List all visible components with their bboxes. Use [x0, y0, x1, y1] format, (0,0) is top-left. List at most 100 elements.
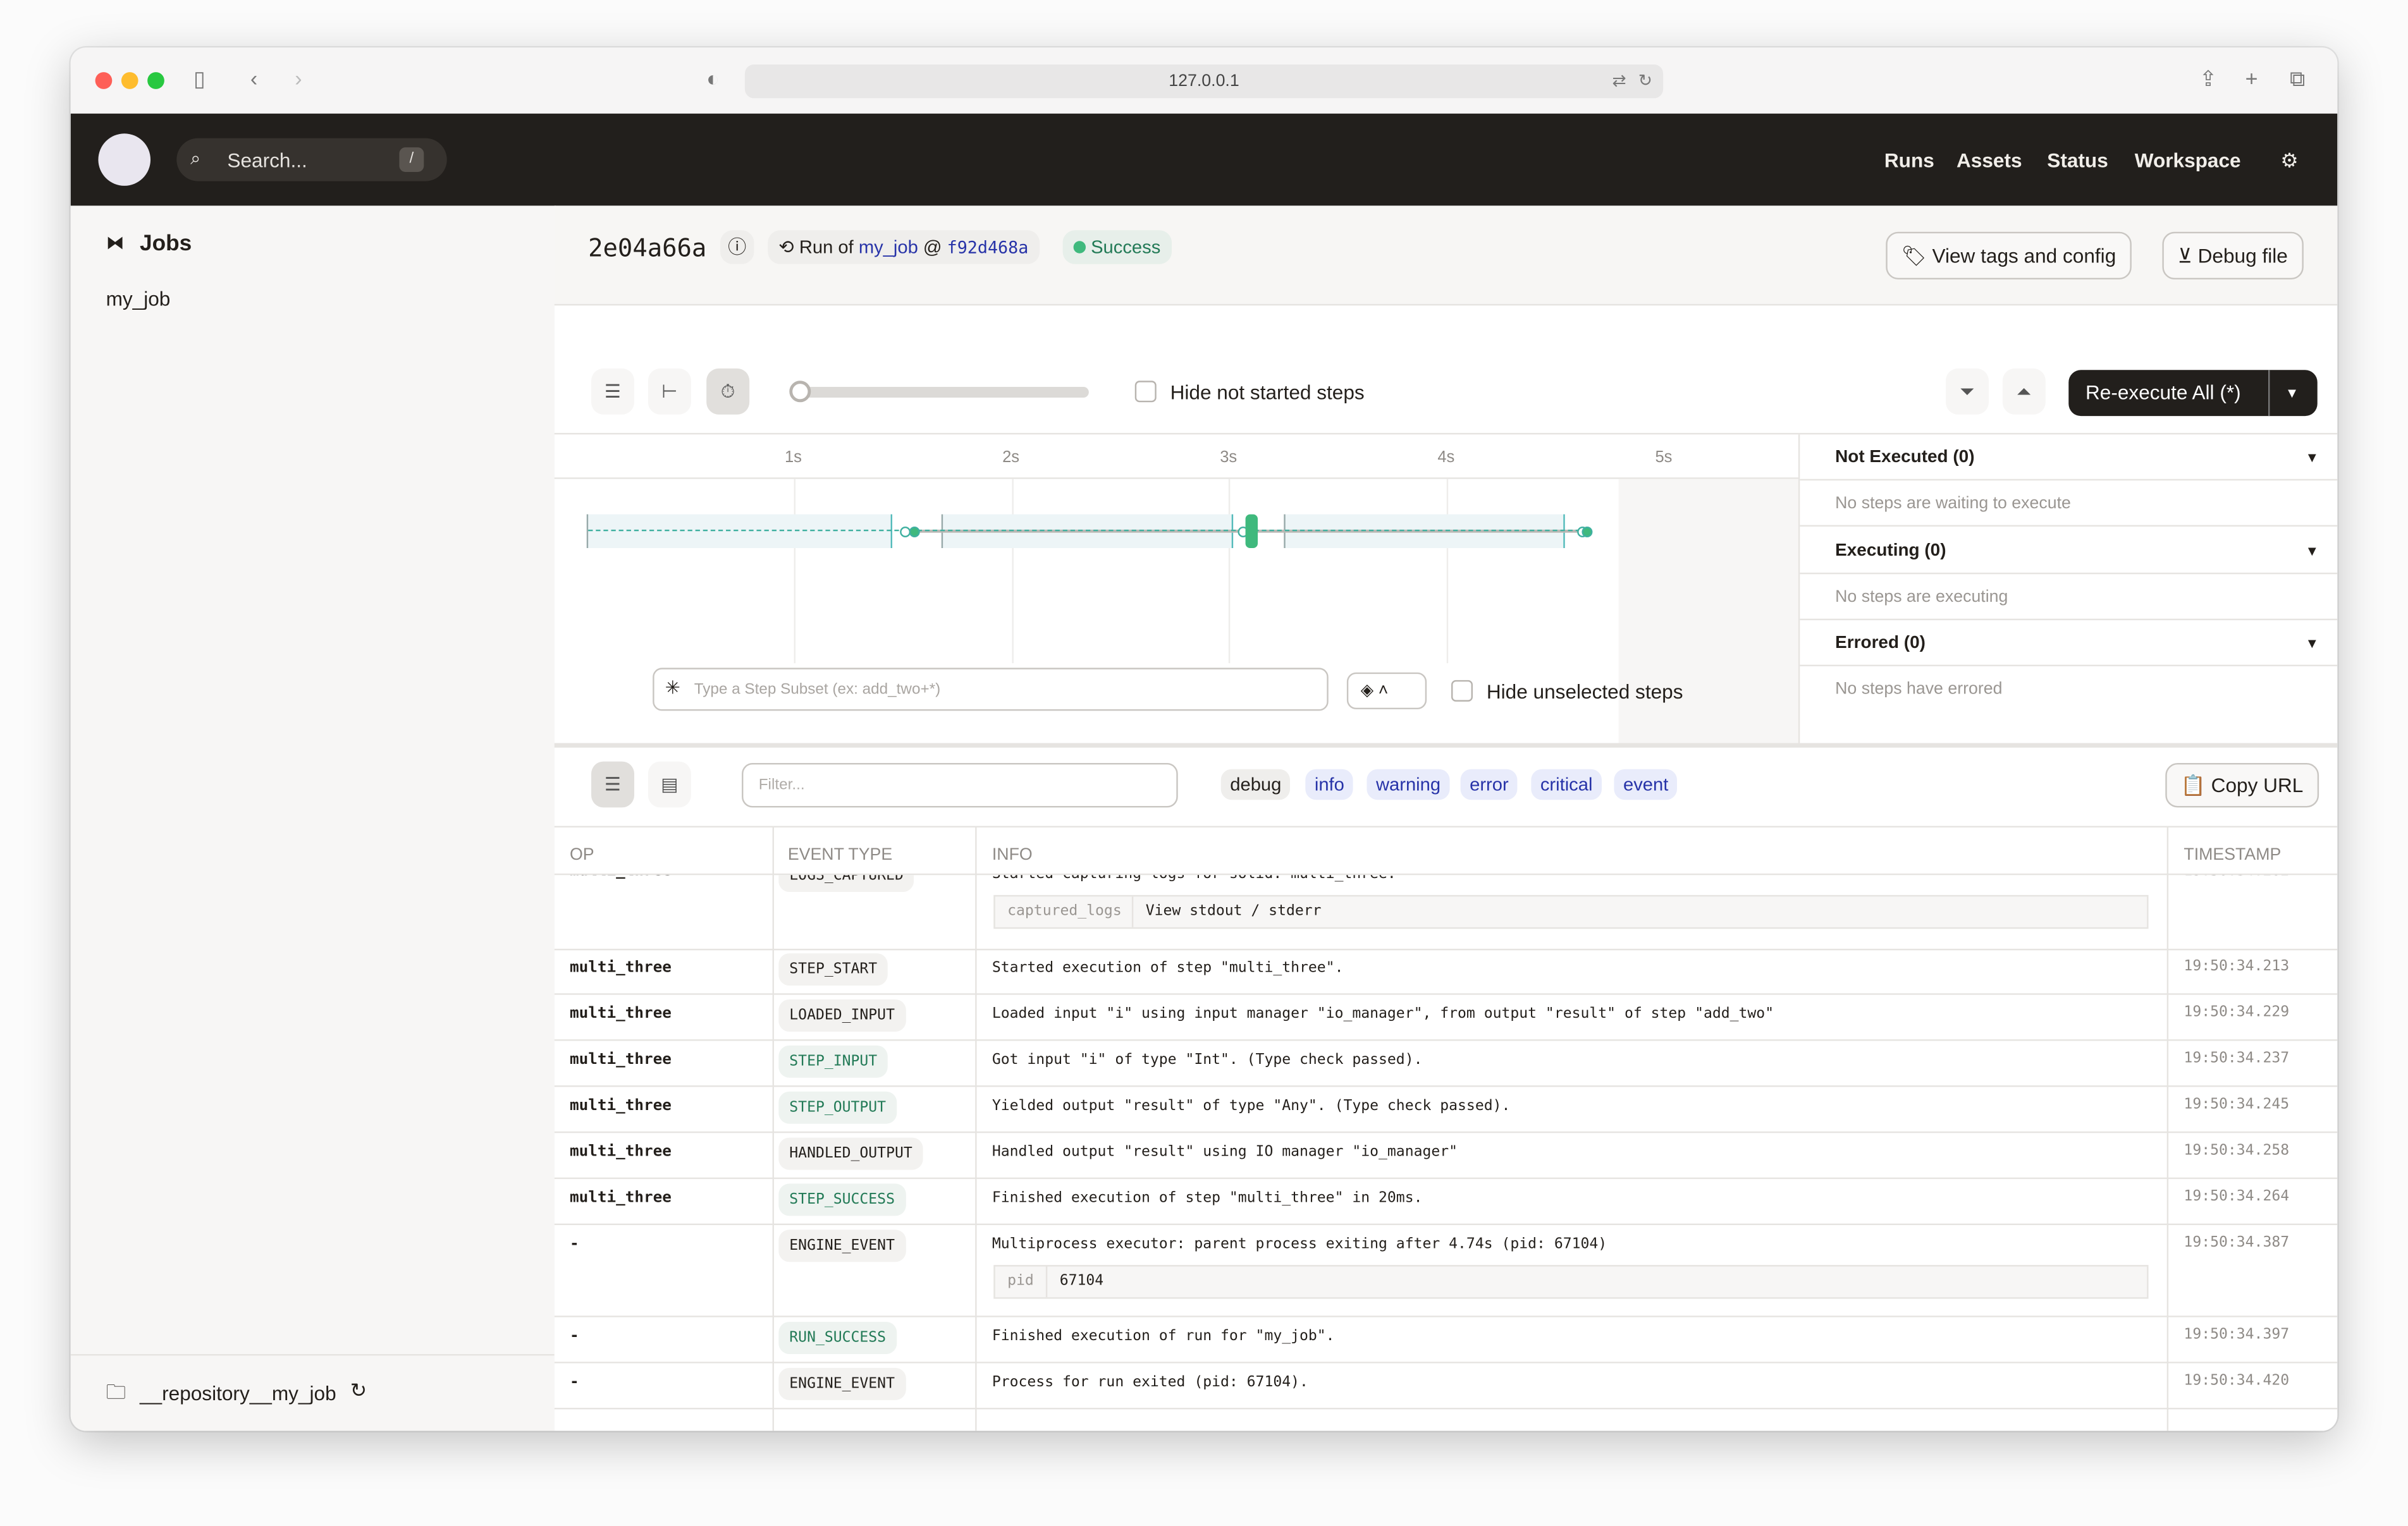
hide-not-started-checkbox[interactable] [1134, 381, 1157, 403]
run-of-label: Run of [799, 236, 854, 258]
nav-status[interactable]: Status [2047, 149, 2108, 172]
row-op: multi_three [569, 1190, 672, 1207]
chevron-down-icon: ▼ [2305, 449, 2319, 465]
tabs-overview-icon[interactable]: ⧉ [2289, 66, 2306, 91]
repository-link[interactable]: __repository__my_job [139, 1381, 336, 1405]
table-row: multi_three LOGS_CAPTURED Started captur… [554, 873, 2338, 951]
row-metadata: captured_logs View stdout / stderr [993, 894, 2149, 929]
dagster-logo[interactable] [98, 133, 150, 186]
nav-workspace[interactable]: Workspace [2134, 149, 2241, 172]
gantt-step-box[interactable] [586, 514, 892, 548]
divider [2268, 370, 2270, 417]
history-icon: ⟲ [778, 236, 794, 258]
row-event-type: HANDLED_OUTPUT [778, 1137, 923, 1170]
step-subset-placeholder: Type a Step Subset (ex: add_two+*) [694, 681, 941, 699]
new-tab-icon[interactable]: + [2245, 66, 2258, 91]
errored-header[interactable]: Errored (0) ▼ [1800, 620, 2338, 666]
reexecute-all-button[interactable]: Re-execute All (*) ▼ [2068, 370, 2318, 417]
reload-icon[interactable]: ↻ [1638, 72, 1653, 91]
nav-assets[interactable]: Assets [1956, 149, 2022, 172]
executing-message: No steps are executing [1800, 574, 2338, 621]
divider [70, 1353, 555, 1356]
not-executed-header[interactable]: Not Executed (0) ▼ [1800, 434, 2338, 481]
debug-file-button[interactable]: ⊻ Debug file [2162, 231, 2304, 279]
executing-header[interactable]: Executing (0) ▼ [1800, 528, 2338, 575]
gantt-future-region [1618, 479, 1798, 743]
flat-view-icon[interactable]: ☰ [591, 368, 634, 415]
logs-table: OP EVENT TYPE INFO TIMESTAMP multi_three… [554, 827, 2338, 1431]
minimize-window-button[interactable] [121, 72, 138, 89]
row-op: - [569, 1328, 579, 1345]
jobs-icon: ⧓ [106, 231, 125, 253]
chevron-down-icon: ▼ [2305, 543, 2319, 559]
level-filter-info[interactable]: info [1305, 769, 1354, 800]
level-filter-critical[interactable]: critical [1531, 769, 1602, 800]
snapshot-link[interactable]: f92d468a [947, 238, 1029, 258]
reexecute-dropdown-icon[interactable]: ▼ [2285, 385, 2299, 401]
row-timestamp: 19:50:34.245 [2184, 1096, 2290, 1113]
level-filter-warning[interactable]: warning [1367, 769, 1450, 800]
settings-gear-icon[interactable]: ⚙ [2280, 149, 2299, 172]
timer-view-icon[interactable]: ⏱ [706, 368, 750, 415]
maximize-window-button[interactable] [147, 72, 164, 89]
gantt-step-marker[interactable] [1582, 526, 1593, 537]
browser-titlebar: ▯ ‹ › ◐ 127.0.0.1 ⇄ ↻ ⇪ + ⧉ [70, 47, 2338, 116]
row-metadata: pid 67104 [993, 1265, 2149, 1299]
row-info: Started execution of step "multi_three". [992, 959, 1344, 977]
layers-icon: ◈ [1360, 681, 1374, 700]
level-filter-debug[interactable]: debug [1220, 769, 1291, 800]
share-icon[interactable]: ⇪ [2199, 66, 2218, 91]
gantt-step-marker[interactable] [909, 526, 920, 537]
level-filter-event[interactable]: event [1614, 769, 1678, 800]
collapse-all-icon[interactable]: ⏷ [1945, 368, 1989, 415]
translate-icon[interactable]: ⇄ [1612, 72, 1626, 91]
log-filter-input[interactable]: Filter... [741, 762, 1178, 808]
chevron-down-icon: ▼ [2305, 635, 2319, 651]
row-info: Process for run exited (pid: 67104). [992, 1374, 1308, 1391]
row-timestamp: 19:50:34.237 [2184, 1050, 2290, 1067]
close-window-button[interactable] [95, 72, 113, 89]
view-tags-config-button[interactable]: 🏷 View tags and config [1886, 231, 2132, 279]
job-link[interactable]: my_job [858, 236, 918, 258]
search-input[interactable]: ⌕ Search... / [176, 138, 447, 181]
row-timestamp: 19:50:34.229 [2184, 1004, 2290, 1021]
view-stdout-stderr-link[interactable]: View stdout / stderr [1145, 902, 1322, 920]
step-subset-input[interactable]: ✳ Type a Step Subset (ex: add_two+*) [653, 668, 1329, 711]
row-timestamp: 19:50:34.202 [2184, 875, 2289, 879]
raw-logs-icon[interactable]: ▤ [648, 761, 691, 808]
selection-tools-button[interactable]: ◈ ˄ [1346, 672, 1427, 709]
url-bar[interactable]: 127.0.0.1 ⇄ ↻ [744, 64, 1664, 99]
tree-view-icon[interactable]: ⊢ [648, 368, 691, 415]
row-event-type: ENGINE_EVENT [778, 1230, 906, 1262]
sidebar-toggle-icon[interactable]: ▯ [193, 66, 206, 91]
run-page: 2e04a66a ⓘ ⟲ Run of my_job @ f92d468a Su… [554, 205, 2338, 1431]
asterisk-icon: ✳ [665, 676, 681, 699]
row-op: multi_three [569, 959, 672, 977]
gantt-step-bar[interactable] [1245, 514, 1258, 548]
table-row: - ENGINE_EVENT Multiprocess executor: pa… [554, 1224, 2338, 1317]
sidebar-item-my-job[interactable]: my_job [106, 287, 171, 310]
zoom-slider-handle[interactable] [789, 381, 811, 403]
row-timestamp: 19:50:34.397 [2184, 1326, 2290, 1343]
hide-unselected-checkbox[interactable] [1451, 680, 1473, 702]
zoom-slider-track[interactable] [800, 386, 1089, 398]
structured-logs-icon[interactable]: ☰ [591, 761, 634, 808]
row-event-type: LOGS_CAPTURED [778, 875, 914, 892]
table-row: multi_three STEP_SUCCESS Finished execut… [554, 1178, 2338, 1225]
expand-all-icon[interactable]: ⏶ [2002, 368, 2046, 415]
resize-handle[interactable] [554, 743, 2338, 748]
level-filter-error[interactable]: error [1460, 769, 1518, 800]
run-info-icon[interactable]: ⓘ [720, 230, 754, 264]
forward-icon[interactable]: › [295, 66, 302, 91]
row-timestamp: 19:50:34.264 [2184, 1188, 2290, 1206]
reload-repository-icon[interactable]: ↻ [350, 1378, 367, 1402]
row-info: Loaded input "i" using input manager "io… [992, 1005, 1774, 1023]
back-icon[interactable]: ‹ [250, 66, 258, 91]
at-sign: @ [923, 236, 942, 258]
nav-runs[interactable]: Runs [1884, 149, 1934, 172]
row-info: Yielded output "result" of type "Any". (… [992, 1097, 1511, 1115]
copy-url-button[interactable]: 📋 Copy URL [2165, 762, 2319, 808]
metadata-key: pid [995, 1266, 1048, 1298]
row-op: multi_three [569, 1051, 672, 1069]
filter-placeholder: Filter... [758, 776, 805, 794]
